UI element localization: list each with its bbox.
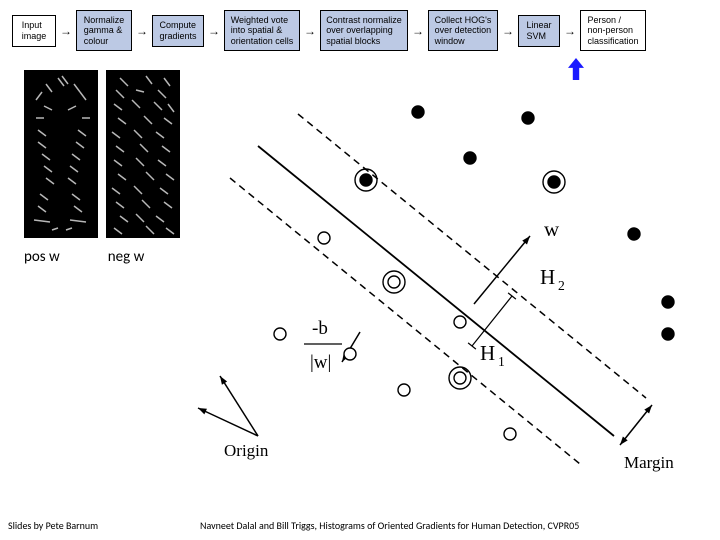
svg-text:2: 2 — [558, 278, 565, 293]
pipeline-box: LinearSVM — [518, 15, 560, 47]
hog-images — [24, 70, 180, 238]
pipeline-arrow: → — [502, 24, 514, 38]
svg-text:1: 1 — [498, 354, 505, 369]
pipeline-arrow: → — [208, 24, 220, 38]
slide-credit: Slides by Pete Barnum — [8, 519, 98, 532]
svg-text:H: H — [480, 341, 495, 365]
pipeline-box: Inputimage — [12, 15, 56, 47]
hog-pos-image — [24, 70, 98, 238]
hog-pos-label: pos w — [24, 248, 60, 266]
hog-neg-label: neg w — [108, 248, 145, 266]
pipeline-box: Normalizegamma &colour — [76, 10, 132, 51]
pipeline-arrow: → — [136, 24, 148, 38]
pipeline-box: Contrast normalizeover overlappingspatia… — [320, 10, 408, 51]
svg-text:Origin: Origin — [224, 441, 269, 460]
pipeline-arrow: → — [304, 24, 316, 38]
pipeline-row: Inputimage → Normalizegamma &colour → Comput… — [0, 0, 720, 55]
svg-text:Margin: Margin — [624, 453, 674, 472]
pipeline-box: Person /non-personclassification — [580, 10, 646, 51]
svg-text:-b: -b — [312, 318, 328, 339]
pipeline-arrow: → — [60, 24, 72, 38]
pipeline-arrow: → — [412, 24, 424, 38]
svg-text:H: H — [540, 265, 555, 289]
svm-diagram: wH2H1OriginMargin-b|w| — [210, 90, 710, 490]
pipeline-box: Collect HOG'sover detectionwindow — [428, 10, 498, 51]
svg-text:w: w — [544, 217, 560, 241]
pipeline-box: Weighted voteinto spatial &orientation c… — [224, 10, 300, 51]
pipeline-box: Computegradients — [152, 15, 204, 47]
hog-neg-image — [106, 70, 180, 238]
pipeline-arrow: → — [564, 24, 576, 38]
citation: Navneet Dalal and Bill Triggs, Histogram… — [200, 519, 579, 532]
hog-labels: pos w neg w — [24, 248, 144, 266]
svm-up-arrow — [568, 58, 584, 85]
svg-text:|w|: |w| — [310, 352, 331, 373]
